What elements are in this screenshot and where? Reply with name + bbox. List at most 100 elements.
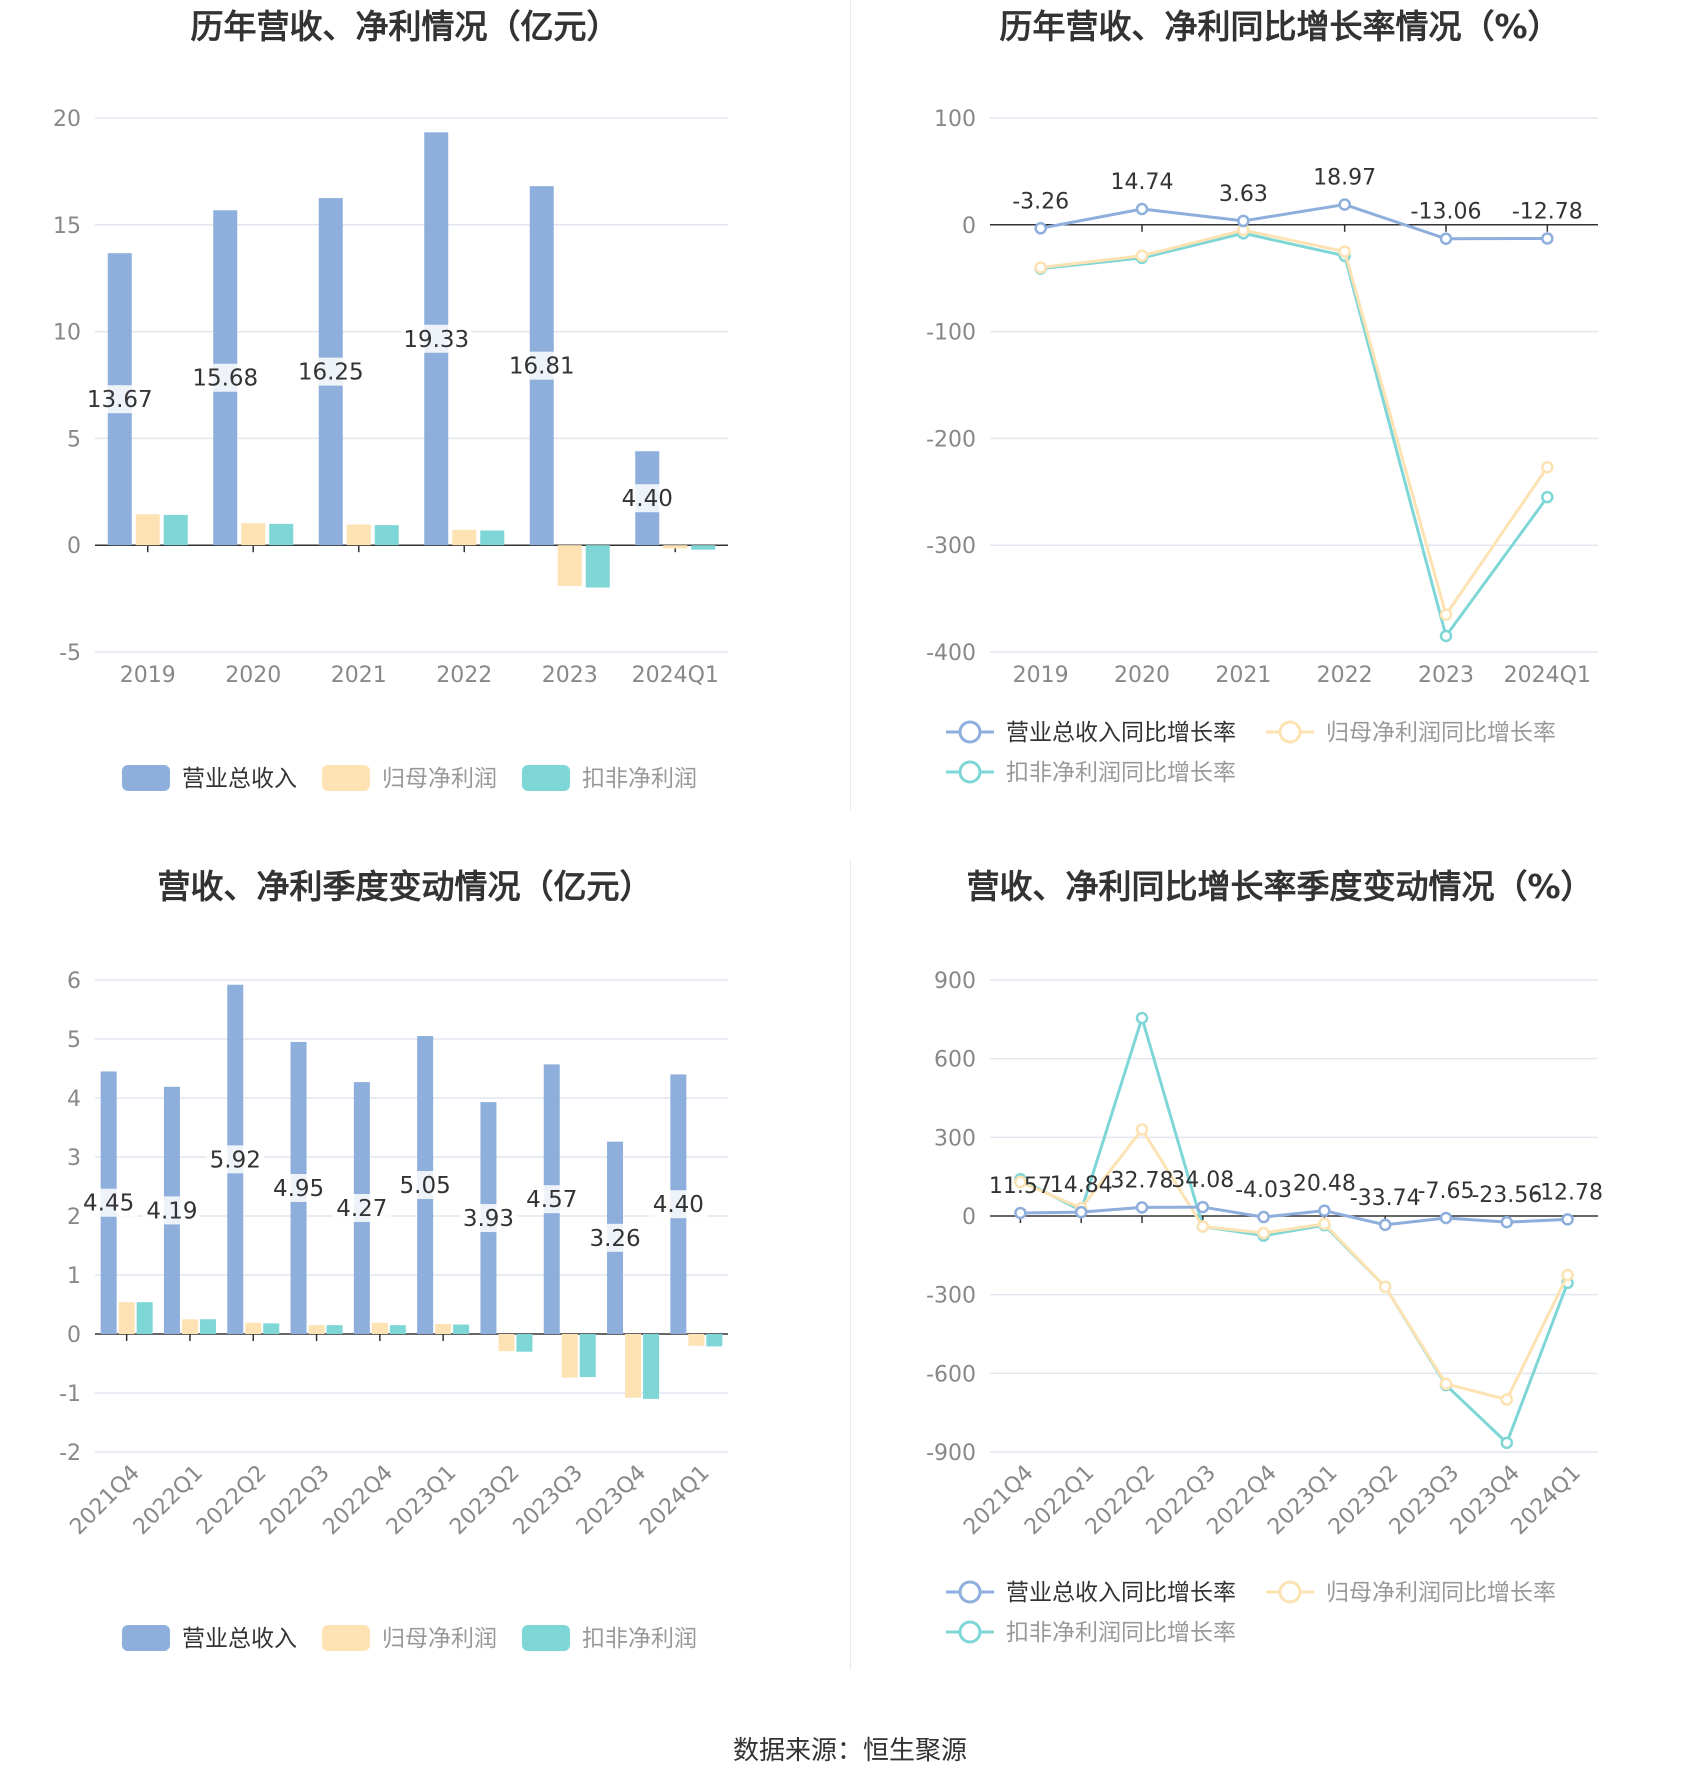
chart2-x-tick-label: 2023: [1418, 663, 1474, 688]
chart1-y-tick-label: 20: [53, 107, 81, 132]
chart2-point-net-profit-growth: [1439, 608, 1453, 621]
chart3-bar-net-profit: [245, 1322, 262, 1334]
chart2-point-deducted-profit-growth: [1541, 490, 1554, 504]
chart4-data-label: 11.57: [989, 1174, 1052, 1199]
chart2-point-revenue-growth: [1338, 198, 1351, 211]
chart3-bar-deducted-profit: [643, 1334, 660, 1399]
chart3-data-label-bg: [206, 1145, 265, 1174]
chart2-legend-label: 归母净利润同比增长率: [1326, 720, 1556, 746]
chart3-x-tick-label: 2022Q2: [192, 1461, 271, 1540]
annual-revenue-profit-chart: 历年营收、净利情况（亿元） 20 15 10 5 0 -5 2019 2020 2021 2022 2…: [0, 0, 850, 860]
chart1-y-tick-label: 15: [53, 214, 81, 239]
chart3-y-tick-label: 5: [67, 1028, 81, 1053]
chart1-bar-deducted-profit: [585, 545, 610, 588]
chart1-data-label-bg: [400, 324, 472, 353]
chart2-x-tick-label: 2019: [1013, 663, 1069, 688]
chart1-data-label-bg: [618, 484, 677, 513]
chart2-x-tick-label: 2022: [1317, 663, 1373, 688]
chart3-x-tick-label: 2023Q2: [445, 1461, 524, 1540]
chart1-bar-deducted-profit: [269, 523, 294, 546]
chart3-legend-label: 营业总收入: [182, 1626, 297, 1652]
chart4-data-label: 34.08: [1171, 1168, 1234, 1193]
chart4-point-net-profit-growth: [1561, 1268, 1574, 1282]
chart1-bar-deducted-profit: [163, 514, 188, 546]
chart1-data-label: 13.67: [87, 387, 153, 413]
chart3-bar-net-profit: [561, 1334, 578, 1378]
chart1-bar-net-profit: [241, 523, 266, 546]
chart4-point-revenue-growth: [1500, 1215, 1514, 1229]
chart3-x-tick-label: 2022Q3: [255, 1461, 334, 1540]
chart3-bar-net-profit: [371, 1322, 388, 1334]
chart1-y-tick-label: -5: [59, 641, 81, 666]
chart1-x-tick-label: 2023: [542, 663, 598, 688]
chart3-bar-net-profit: [498, 1334, 515, 1352]
chart2-y-tick-label: 0: [962, 214, 976, 239]
chart2-data-label: 18.97: [1313, 166, 1376, 191]
chart3-y-tick-label: 6: [67, 969, 81, 994]
chart2-x-tick-label: 2024Q1: [1504, 663, 1591, 688]
chart1-bar-deducted-profit: [374, 525, 399, 546]
chart4-y-tick-label: 600: [934, 1048, 976, 1073]
annual-revenue-profit-svg: 历年营收、净利情况（亿元） 20 15 10 5 0 -5 2019 2020 2021 2022 2…: [53, 7, 728, 792]
chart2-point-revenue-growth: [1439, 232, 1453, 245]
chart4-point-revenue-growth: [1561, 1213, 1574, 1226]
chart3-x-tick-label: 2022Q4: [319, 1461, 398, 1540]
chart2-point-revenue-growth: [1034, 222, 1047, 235]
chart3-y-tick-label: 2: [67, 1205, 81, 1230]
chart2-data-label: -13.06: [1411, 200, 1482, 225]
chart4-data-label: -7.65: [1418, 1179, 1475, 1204]
chart3-bar-net-profit: [625, 1334, 642, 1398]
chart4-point-net-profit-growth: [1014, 1175, 1027, 1189]
chart3-y-tick-label: 4: [67, 1087, 81, 1112]
chart4-y-tick-label: 900: [934, 969, 976, 994]
chart4-point-revenue-growth: [1439, 1211, 1453, 1225]
chart4-point-revenue-growth: [1378, 1218, 1392, 1232]
chart1-legend-swatch: [522, 765, 570, 791]
chart1-bar-net-profit: [135, 514, 160, 546]
chart4-title: 营收、净利同比增长率季度变动情况（%）: [966, 867, 1593, 906]
chart2-data-label: -3.26: [1012, 189, 1069, 214]
chart4-point-revenue-growth: [1196, 1200, 1210, 1214]
chart4-point-revenue-growth: [1014, 1206, 1027, 1220]
chart4-point-deducted-profit-growth: [1500, 1436, 1514, 1450]
annual-growth-rate-svg: 历年营收、净利同比增长率情况（%） 100 0 -100 -200 -300 -400 201…: [926, 7, 1598, 786]
chart4-point-revenue-growth: [1257, 1210, 1270, 1224]
chart1-data-label-bg: [506, 351, 578, 380]
chart2-point-revenue-growth: [1237, 214, 1250, 228]
chart1-bar-deducted-profit: [480, 530, 505, 546]
chart3-bar-deducted-profit: [263, 1323, 280, 1334]
chart4-data-label: -4.03: [1235, 1178, 1292, 1203]
chart1-legend-swatch: [122, 765, 170, 791]
chart4-line-deducted-profit-growth: [1019, 1012, 1570, 1446]
chart3-data-label: 3.26: [589, 1226, 640, 1252]
chart3-x-tick-label: 2024Q1: [635, 1461, 714, 1540]
chart4-data-label: 32.78: [1111, 1168, 1174, 1193]
chart4-data-label: -12.78: [1532, 1180, 1603, 1205]
chart4-data-label: 20.48: [1293, 1172, 1356, 1197]
chart3-data-label: 4.57: [526, 1187, 577, 1213]
chart2-line-net-profit-growth: [1040, 228, 1549, 619]
chart4-data-label: 14.84: [1050, 1173, 1113, 1198]
chart1-y-tick-label: 5: [67, 427, 81, 452]
chart3-bar-deducted-profit: [326, 1325, 343, 1334]
chart3-data-label-bg: [332, 1194, 391, 1223]
chart3-data-label-bg: [586, 1223, 645, 1252]
chart3-legend-swatch: [322, 1625, 370, 1651]
chart2-legend-label: 营业总收入同比增长率: [1006, 720, 1236, 746]
chart1-x-tick-label: 2020: [225, 663, 281, 688]
chart3-legend-label: 扣非净利润: [582, 1626, 697, 1652]
chart1-data-label-bg: [84, 385, 156, 414]
chart4-point-net-profit-growth: [1196, 1220, 1210, 1233]
chart2-legend-marker: [958, 720, 982, 744]
divider-bottom: [850, 860, 851, 1670]
chart1-title: 历年营收、净利情况（亿元）: [191, 7, 620, 46]
chart2-point-deducted-profit-growth: [1439, 629, 1453, 643]
chart3-bar-net-profit: [688, 1334, 705, 1346]
chart1-x-tick-label: 2024Q1: [632, 663, 719, 688]
chart3-bar-net-profit: [435, 1323, 452, 1334]
chart3-x-tick-label: 2023Q3: [509, 1461, 588, 1540]
chart3-legend-swatch: [522, 1625, 570, 1651]
chart3-bar-deducted-profit: [199, 1319, 216, 1334]
data-source-note: 数据来源：恒生聚源: [732, 1736, 967, 1766]
chart2-x-tick-label: 2020: [1114, 663, 1170, 688]
